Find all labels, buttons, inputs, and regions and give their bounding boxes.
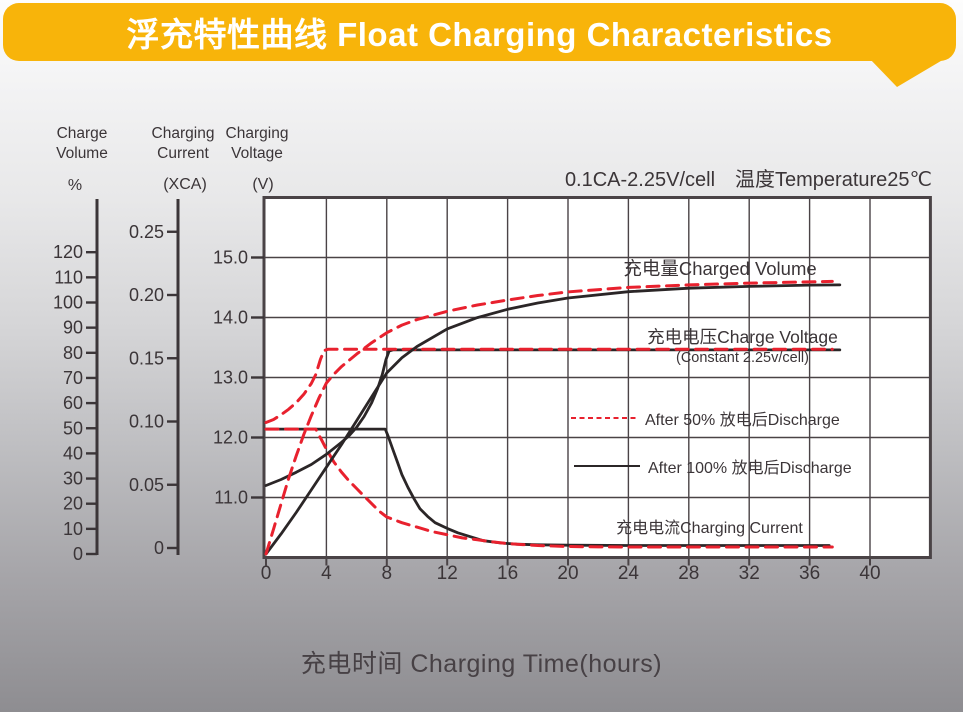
voltage-axis-tick-label: 12.0 xyxy=(213,428,248,448)
x-tick-label: 4 xyxy=(321,563,332,584)
volume-axis-tick-label: 10 xyxy=(63,519,83,539)
label-charge-voltage-main: 充电电压Charge Voltage xyxy=(647,327,838,347)
current-axis-tick-label: 0.05 xyxy=(129,475,164,495)
x-tick-label: 32 xyxy=(739,563,760,584)
axis-unit-volts: (V) xyxy=(252,176,274,193)
dashed-line-swatch-icon xyxy=(571,416,637,420)
voltage-axis-tick-label: 14.0 xyxy=(213,308,248,328)
axis-header-line: Charging xyxy=(225,125,289,142)
legend-item-after-50-discharge: After 50% 放电后Discharge xyxy=(571,406,840,430)
test-condition-label: 0.1CA-2.25V/cell 温度Temperature25℃ xyxy=(564,169,932,191)
x-tick-label: 28 xyxy=(678,563,699,584)
current-axis-tick-label: 0.15 xyxy=(129,348,164,368)
x-tick-label: 36 xyxy=(799,563,820,584)
legend-item-after-100-discharge: After 100% 放电后Discharge xyxy=(574,454,852,478)
series-current-after-50 xyxy=(264,427,834,549)
label-charging-current: 充电电流Charging Current xyxy=(616,520,803,537)
x-tick-label: 12 xyxy=(437,563,458,584)
label-charge-voltage: 充电电压Charge Voltage (Constant 2.25v/cell) xyxy=(630,324,855,366)
label-charged-volume: 充电量Charged Volume xyxy=(623,258,817,279)
banner-tail-icon xyxy=(868,55,951,87)
axis-header-line: Voltage xyxy=(231,144,283,162)
x-axis-title: 充电时间 Charging Time(hours) xyxy=(300,650,663,678)
axis-header-charging-current: Charging Current xyxy=(130,124,236,164)
volume-axis-tick-label: 80 xyxy=(63,343,83,363)
volume-axis-tick-label: 110 xyxy=(54,267,83,287)
axis-unit-percent: % xyxy=(67,177,83,194)
current-axis-tick-label: 0 xyxy=(154,538,164,558)
label-charge-voltage-sub: (Constant 2.25v/cell) xyxy=(676,350,809,366)
series-volume-after-50 xyxy=(264,279,834,556)
legend-label: After 50% 放电后Discharge xyxy=(645,412,840,429)
axis-header-line: Charge xyxy=(56,125,108,142)
title-banner: 浮充特性曲线 Float Charging Characteristics xyxy=(3,3,956,61)
volume-axis-tick-label: 120 xyxy=(53,242,83,262)
volume-axis-tick-label: 20 xyxy=(63,494,83,514)
axis-header-line: Volume xyxy=(56,144,108,162)
legend-label: After 100% 放电后Discharge xyxy=(648,460,852,477)
volume-axis-tick-label: 30 xyxy=(63,469,83,489)
current-axis-tick-label: 0.20 xyxy=(129,285,164,305)
volume-axis-tick-label: 100 xyxy=(53,293,83,313)
x-tick-label: 20 xyxy=(557,563,578,584)
voltage-axis-tick-label: 11.0 xyxy=(214,488,248,508)
x-tick-label: 24 xyxy=(618,563,640,584)
voltage-axis-tick-label: 15.0 xyxy=(213,248,248,268)
axis-header-line: Current xyxy=(157,144,209,162)
x-tick-label: 40 xyxy=(859,563,880,584)
solid-line-swatch-icon xyxy=(574,464,640,468)
volume-axis-tick-label: 50 xyxy=(63,418,83,438)
axis-header-line: Charging xyxy=(151,125,215,142)
page-title: 浮充特性曲线 Float Charging Characteristics xyxy=(126,16,833,53)
volume-axis-tick-label: 60 xyxy=(63,393,83,413)
x-tick-label: 8 xyxy=(382,563,393,584)
axis-header-charge-volume: Charge Volume xyxy=(30,124,134,164)
volume-axis-tick-label: 40 xyxy=(63,443,83,463)
current-axis-tick-label: 0.10 xyxy=(129,412,164,432)
series-volume-after-100 xyxy=(264,283,842,556)
current-axis-tick-label: 0.25 xyxy=(129,222,164,242)
series-voltage-after-50 xyxy=(264,347,834,424)
axis-unit-xca: (XCA) xyxy=(163,176,207,193)
volume-axis-tick-label: 70 xyxy=(63,368,83,388)
x-tick-label: 16 xyxy=(497,563,518,584)
axis-header-charging-voltage: Charging Voltage xyxy=(212,124,302,164)
volume-axis-tick-label: 0 xyxy=(73,544,83,564)
volume-axis-tick-label: 90 xyxy=(63,318,83,338)
x-tick-label: 0 xyxy=(261,563,272,584)
voltage-axis-tick-label: 13.0 xyxy=(213,368,248,388)
